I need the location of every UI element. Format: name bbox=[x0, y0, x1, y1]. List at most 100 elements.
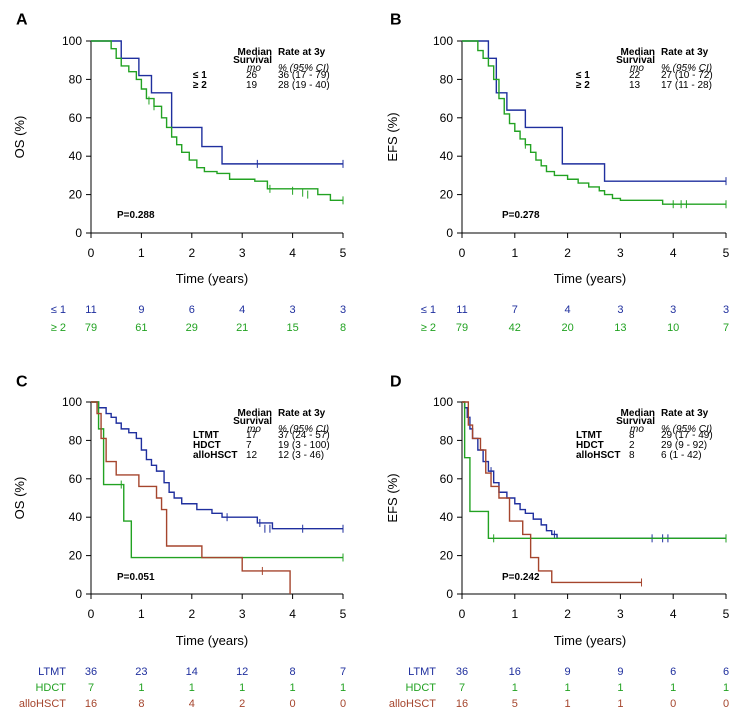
panel-c-p-value: P=0.051 bbox=[117, 572, 155, 583]
panel-d-legend-group-name: LTMT bbox=[576, 430, 602, 441]
panel-b-x-tick-label: 5 bbox=[723, 246, 730, 260]
panel-a-legend-group-median: 19 bbox=[246, 80, 258, 91]
panel-c-series-LTMT bbox=[91, 401, 343, 530]
panel-b-x-tick-label: 2 bbox=[564, 246, 571, 260]
panel-a-series-≥ 2 bbox=[91, 40, 343, 202]
panel-a-y-tick-label: 100 bbox=[62, 34, 82, 48]
panel-c-risk-value: 7 bbox=[88, 682, 94, 694]
panel-a-y-axis-label: OS (%) bbox=[12, 116, 27, 159]
panel-a-risk-value: 3 bbox=[340, 304, 346, 316]
panel-a-y-tick-label: 0 bbox=[75, 226, 82, 240]
panel-d-x-tick-label: 4 bbox=[670, 607, 677, 621]
panel-c-risk-label: HDCT bbox=[35, 682, 66, 694]
panel-d-risk-value: 1 bbox=[565, 698, 571, 710]
panel-d-legend-unit-rate: % (95% CI) bbox=[661, 424, 712, 435]
panel-a-y-tick-label: 60 bbox=[69, 111, 83, 125]
panel-a-x-tick-label: 0 bbox=[88, 246, 95, 260]
panel-c-legend-unit-median: mo bbox=[247, 424, 261, 435]
panel-a-y-tick-label: 40 bbox=[69, 149, 83, 163]
panel-a-risk-value: 6 bbox=[189, 304, 195, 316]
panel-d-legend-group-rate: 6 (1 - 42) bbox=[661, 450, 702, 461]
panel-a-x-tick-label: 5 bbox=[340, 246, 347, 260]
panel-c-legend-group-median: 7 bbox=[246, 440, 252, 451]
panel-d-y-tick-label: 60 bbox=[440, 472, 454, 486]
panel-d-risk-value: 1 bbox=[670, 682, 676, 694]
panel-d-series-alloHSCT bbox=[462, 401, 642, 584]
panel-d-x-axis-label: Time (years) bbox=[554, 633, 626, 648]
panel-b-x-tick-label: 1 bbox=[511, 246, 518, 260]
panel-d-letter: D bbox=[390, 373, 402, 390]
panel-a-risk-value: 8 bbox=[340, 322, 346, 334]
panel-b-y-tick-label: 20 bbox=[440, 188, 454, 202]
panel-d-x-tick-label: 1 bbox=[511, 607, 518, 621]
panel-b-legend-unit-median: mo bbox=[630, 63, 644, 74]
panel-c-risk-value: 1 bbox=[290, 682, 296, 694]
panel-d-y-tick-label: 0 bbox=[446, 587, 453, 601]
panel-d-risk-value: 9 bbox=[565, 666, 571, 678]
panel-d-legend-median: Median bbox=[621, 408, 655, 419]
panel-c-series-alloHSCT bbox=[91, 401, 291, 594]
panel-c-risk-value: 0 bbox=[290, 698, 296, 710]
panel-a-y-tick-label: 80 bbox=[69, 72, 83, 86]
panel-a-letter: A bbox=[16, 11, 28, 28]
panel-c-y-tick-label: 40 bbox=[69, 510, 83, 524]
panel-b-legend-median: Median bbox=[621, 47, 655, 58]
panel-a-risk-value: 4 bbox=[239, 304, 245, 316]
panel-c-risk-value: 4 bbox=[189, 698, 195, 710]
panel-c-risk-value: 2 bbox=[239, 698, 245, 710]
panel-c-legend-group-median: 12 bbox=[246, 450, 258, 461]
panel-b-risk-label: ≤ 1 bbox=[421, 304, 436, 316]
panel-b-risk-value: 13 bbox=[614, 322, 626, 334]
panel-c-y-tick-label: 60 bbox=[69, 472, 83, 486]
panel-c-legend-group-name: HDCT bbox=[193, 440, 221, 451]
panel-d-risk-value: 1 bbox=[512, 682, 518, 694]
panel-a-risk-label: ≥ 2 bbox=[51, 322, 66, 334]
panel-c-risk-value: 12 bbox=[236, 666, 248, 678]
panel-a-legend-group-median: 26 bbox=[246, 70, 258, 81]
panel-a-x-tick-label: 2 bbox=[188, 246, 195, 260]
panel-d-legend-rate: Rate at 3y bbox=[661, 408, 709, 419]
panel-d-risk-label: LTMT bbox=[408, 666, 436, 678]
panel-d-risk-value: 7 bbox=[459, 682, 465, 694]
panel-a-risk-value: 15 bbox=[286, 322, 298, 334]
panel-d-risk-value: 16 bbox=[456, 698, 468, 710]
panel-c-risk-value: 16 bbox=[85, 698, 97, 710]
panel-d-risk-label: HDCT bbox=[405, 682, 436, 694]
panel-d-legend-group-median: 8 bbox=[629, 430, 635, 441]
panel-d-risk-label: alloHSCT bbox=[389, 698, 436, 710]
panel-b-risk-value: 7 bbox=[723, 322, 729, 334]
panel-c-risk-value: 1 bbox=[138, 682, 144, 694]
panel-d-series-LTMT bbox=[462, 401, 726, 540]
panel-a-x-tick-label: 3 bbox=[239, 246, 246, 260]
panel-c-legend-unit-rate: % (95% CI) bbox=[278, 424, 329, 435]
panel-c-y-tick-label: 20 bbox=[69, 549, 83, 563]
panel-d-risk-value: 36 bbox=[456, 666, 468, 678]
panel-d-series-HDCT bbox=[462, 401, 726, 540]
panel-b-y-tick-label: 100 bbox=[433, 34, 453, 48]
panel-b-risk-value: 42 bbox=[509, 322, 521, 334]
panel-a-p-value: P=0.288 bbox=[117, 210, 155, 221]
panel-c-x-tick-label: 1 bbox=[138, 607, 145, 621]
panel-b-series-≥ 2 bbox=[462, 40, 726, 205]
panel-c-risk-value: 1 bbox=[340, 682, 346, 694]
panel-b-series-≤ 1 bbox=[462, 40, 726, 182]
panel-b-risk-value: 3 bbox=[723, 304, 729, 316]
panel-d-x-tick-label: 2 bbox=[564, 607, 571, 621]
panel-b-x-tick-label: 0 bbox=[459, 246, 466, 260]
panel-a-risk-value: 61 bbox=[135, 322, 147, 334]
panel-a-legend-unit-rate: % (95% CI) bbox=[278, 63, 329, 74]
panel-d-risk-value: 5 bbox=[512, 698, 518, 710]
panel-b-legend-survival: Survival bbox=[616, 55, 655, 66]
panel-c-x-tick-label: 4 bbox=[289, 607, 296, 621]
panel-a-risk-value: 21 bbox=[236, 322, 248, 334]
panel-a-risk-label: ≤ 1 bbox=[51, 304, 66, 316]
panel-d-risk-value: 0 bbox=[670, 698, 676, 710]
panel-c-risk-label: alloHSCT bbox=[19, 698, 66, 710]
panel-b-risk-value: 20 bbox=[561, 322, 573, 334]
panel-a-risk-value: 3 bbox=[290, 304, 296, 316]
panel-c-series-HDCT bbox=[91, 401, 343, 559]
panel-b-risk-value: 79 bbox=[456, 322, 468, 334]
panel-b-p-value: P=0.278 bbox=[502, 210, 540, 221]
panel-b-x-tick-label: 3 bbox=[617, 246, 624, 260]
panel-d-legend-survival: Survival bbox=[616, 416, 655, 427]
